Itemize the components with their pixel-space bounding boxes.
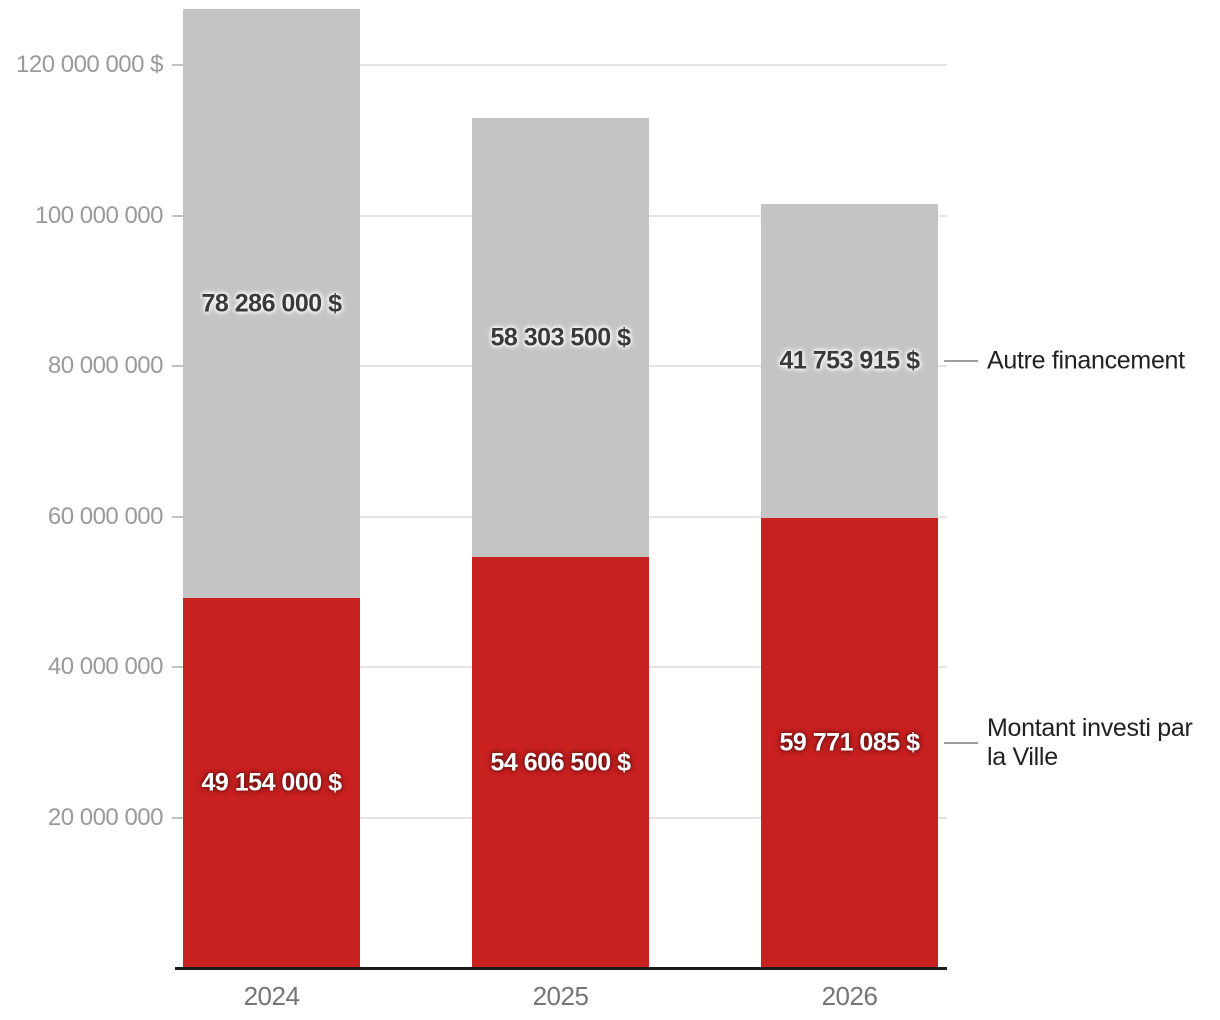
x-axis-line (175, 967, 947, 970)
x-axis-label: 2026 (821, 981, 878, 1011)
y-tick-mark (172, 515, 183, 518)
bar-value-label: 78 286 000 $ (201, 289, 342, 318)
y-tick-mark (172, 365, 183, 367)
y-axis-label: 60 000 000 (47, 502, 164, 530)
bar-value-label: 58 303 500 $ (490, 323, 631, 352)
bar-value-label: 59 771 085 $ (779, 728, 920, 757)
bar-segment-2026-series0[interactable]: 59 771 085 $ (761, 518, 938, 968)
legend-item-label: Autre financement (987, 346, 1185, 375)
bar-value-label: 49 154 000 $ (201, 768, 342, 797)
legend-connector-line (944, 742, 978, 745)
y-axis-label: 20 000 000 (47, 803, 164, 831)
y-tick-mark (172, 64, 183, 66)
bar-segment-2026-series1[interactable]: 41 753 915 $ (761, 204, 938, 519)
y-tick-mark (172, 214, 183, 217)
y-tick-mark (172, 816, 183, 819)
y-axis-label: 80 000 000 (47, 352, 164, 379)
y-gridline (172, 64, 947, 66)
y-axis-label: 120 000 000 $ (16, 51, 163, 78)
legend-item-label: Montant investi par la Ville (987, 714, 1193, 772)
y-axis-label: 40 000 000 (47, 653, 164, 680)
bar-segment-2024-series0[interactable]: 49 154 000 $ (183, 598, 360, 968)
y-axis-label: 100 000 000 (35, 201, 163, 229)
bar-value-label: 41 753 915 $ (779, 346, 920, 375)
legend-connector-line (944, 360, 978, 363)
x-axis-label: 2025 (532, 981, 589, 1011)
bar-segment-2025-series1[interactable]: 58 303 500 $ (472, 118, 649, 558)
bar-segment-2025-series0[interactable]: 54 606 500 $ (472, 557, 649, 968)
y-tick-mark (172, 666, 183, 668)
bar-segment-2024-series1[interactable]: 78 286 000 $ (183, 9, 360, 599)
bar-value-label: 54 606 500 $ (490, 748, 631, 777)
x-axis-label: 2024 (243, 981, 300, 1011)
